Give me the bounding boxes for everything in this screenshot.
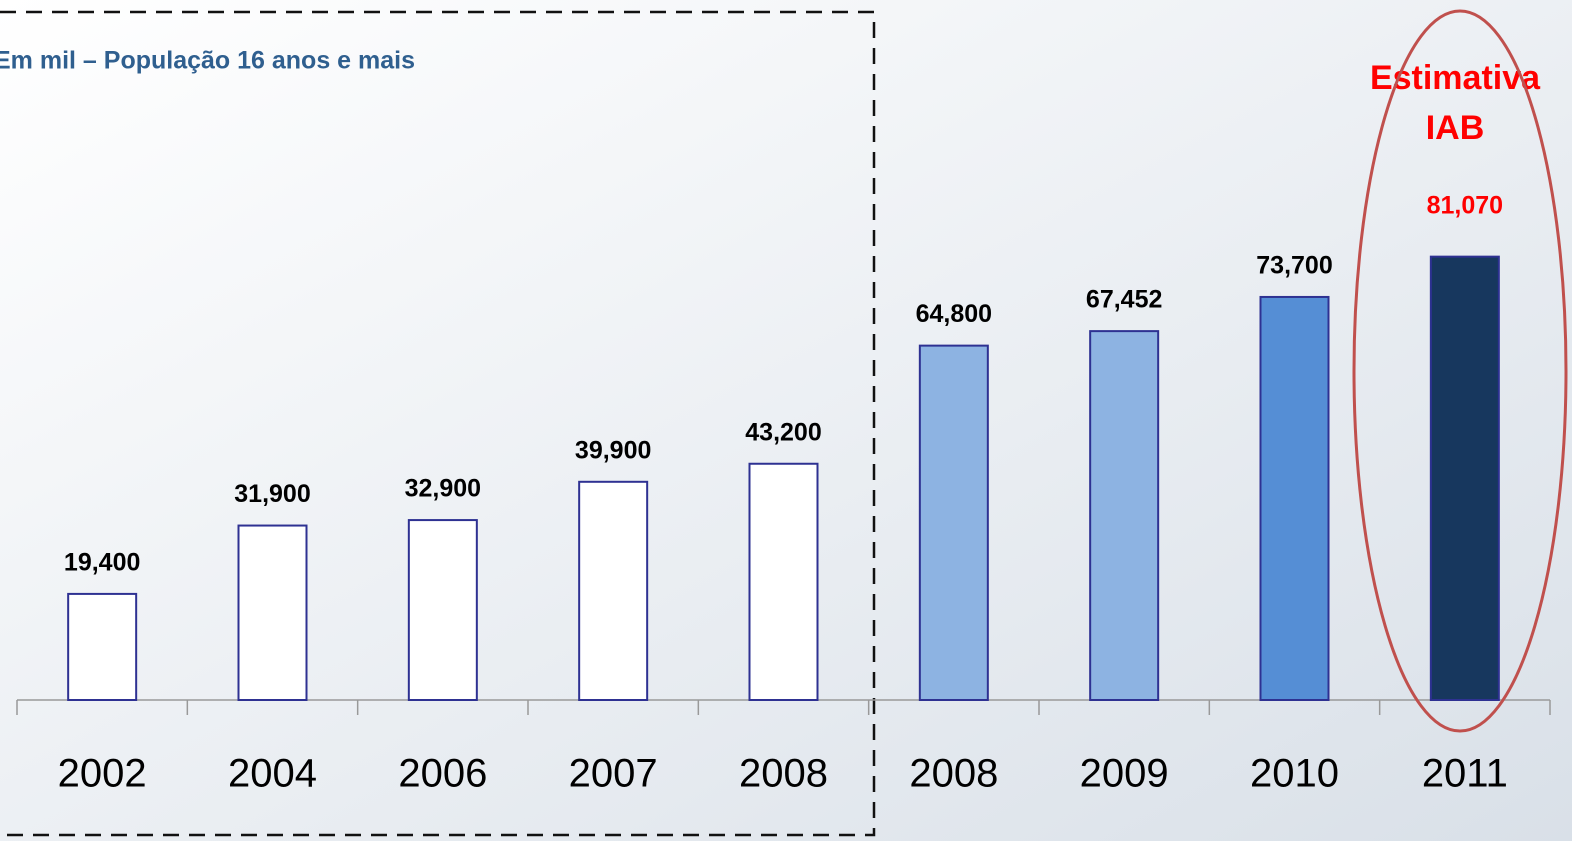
- data-label: 32,900: [405, 475, 481, 503]
- bar: [1089, 330, 1160, 701]
- data-label: 39,900: [575, 436, 651, 464]
- bar: [67, 592, 138, 701]
- subtitle: Em mil – População 16 anos e mais: [0, 47, 415, 75]
- data-label: 19,400: [64, 549, 140, 577]
- data-label: 67,452: [1086, 286, 1162, 314]
- x-tick-label: 2011: [1422, 752, 1508, 796]
- data-label: 43,200: [745, 418, 821, 446]
- bar: [1259, 295, 1330, 701]
- data-label: 64,800: [916, 300, 992, 328]
- x-tick-label: 2010: [1250, 752, 1339, 796]
- x-tick-label: 2008: [739, 752, 828, 796]
- x-tick-label: 2006: [398, 752, 487, 796]
- bar: [578, 480, 649, 701]
- x-tick-label: 2009: [1080, 752, 1169, 796]
- x-tick-label: 2004: [228, 752, 317, 796]
- x-tick-label: 2002: [58, 752, 147, 796]
- data-label: 31,900: [234, 480, 310, 508]
- bar: [237, 524, 308, 701]
- annotation: IAB: [1426, 109, 1485, 147]
- data-label: 73,700: [1256, 252, 1332, 280]
- bar: [748, 462, 819, 701]
- bar: [918, 344, 989, 701]
- data-label: 81,070: [1427, 191, 1503, 219]
- x-tick-label: 2008: [909, 752, 998, 796]
- bar: [407, 519, 478, 701]
- x-tick-label: 2007: [569, 752, 658, 796]
- highlight-ellipse: [1352, 9, 1568, 733]
- dashed-frame: [0, 10, 876, 837]
- bar: [1429, 255, 1500, 701]
